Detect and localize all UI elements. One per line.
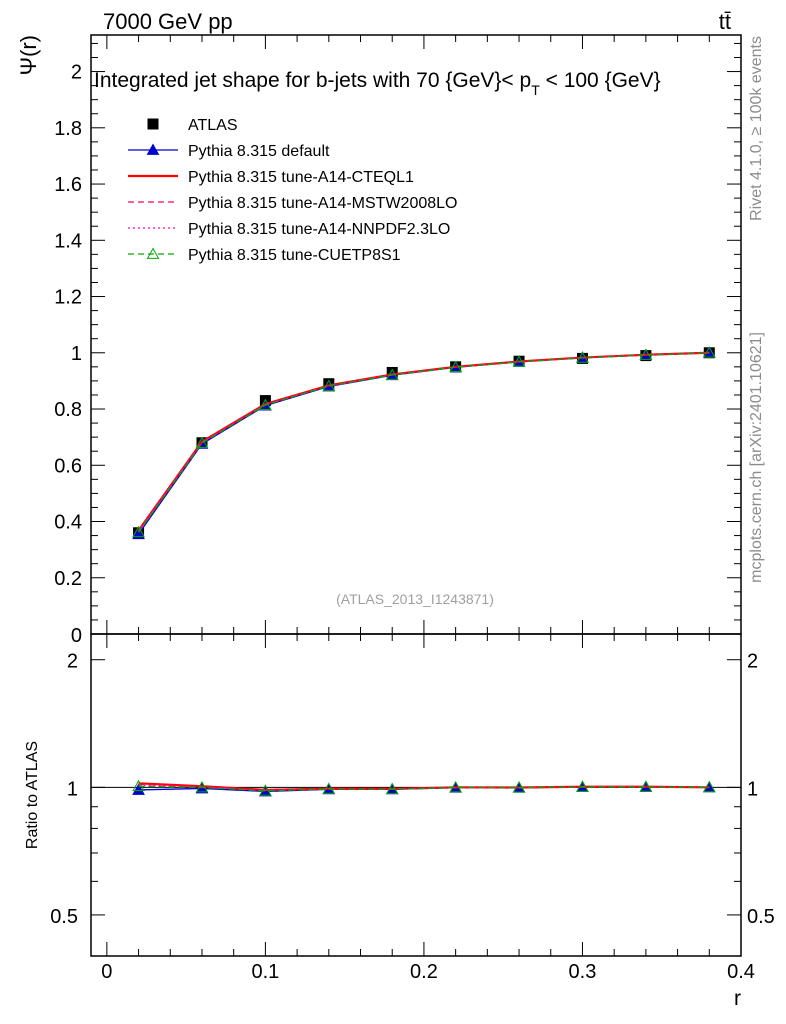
main-axis-ticks bbox=[91, 35, 742, 634]
data-point-open-triangle bbox=[132, 525, 145, 538]
process-label: tt̄ bbox=[719, 9, 731, 34]
data-point-open-triangle bbox=[702, 780, 716, 793]
series-line-pythia-8-315-tune-cuetp8s1 bbox=[138, 785, 710, 792]
y-axis-label: Ψ(r) bbox=[16, 35, 41, 75]
data-point-open-triangle bbox=[322, 379, 336, 391]
series-pythia-8-315-tune-cuetp8s1 bbox=[132, 779, 716, 796]
series-line-pythia-8-315-tune-cuetp8s1 bbox=[138, 352, 710, 533]
energy-label: 7000 GeV pp bbox=[103, 9, 233, 34]
series-line-pythia-8-315-default bbox=[138, 352, 710, 535]
legend: ATLAS Pythia 8.315 default Pythia 8.315 tu… bbox=[128, 117, 457, 264]
legend-entry: Pythia 8.315 tune-A14-NNPDF2.3LO bbox=[128, 221, 450, 238]
series-pythia-8-315-tune-a14-cteql1 bbox=[137, 351, 710, 532]
analysis-watermark: (ATLAS_2013_I1243871) bbox=[336, 591, 494, 607]
chart-title-end: < 100 {GeV} bbox=[540, 69, 661, 92]
data-point-triangle bbox=[132, 527, 145, 540]
legend-marker-open-triangle bbox=[146, 247, 160, 259]
ratio-series-group bbox=[132, 779, 716, 797]
data-point-open-triangle bbox=[322, 782, 336, 794]
data-point-open-triangle bbox=[195, 436, 209, 448]
rivet-label: Rivet 4.1.0, ≥ 100k events bbox=[748, 36, 765, 221]
main-panel: 0.2 0.4 0.6 0.8 1 1.2 1.4 1.6 1.8 2 0 Ψ(r) Integra… bbox=[16, 34, 742, 647]
data-point-open-triangle bbox=[195, 780, 209, 793]
ratio-y-tick-label: 2 bbox=[67, 651, 78, 673]
legend-marker-triangle bbox=[146, 143, 160, 155]
ratio-y-tick-label-right: 1 bbox=[747, 778, 758, 800]
legend-label: Pythia 8.315 tune-A14-CTEQL1 bbox=[188, 169, 414, 186]
x-tick-label: 0.3 bbox=[569, 961, 597, 983]
legend-entry: Pythia 8.315 tune-CUETP8S1 bbox=[128, 247, 401, 264]
main-y-tick-label: 0.8 bbox=[54, 399, 82, 421]
data-point-open-triangle bbox=[639, 348, 653, 360]
main-series-group bbox=[132, 346, 716, 540]
series-pythia-8-315-tune-a14-mstw2008lo bbox=[138, 352, 710, 532]
chart-title-subscript: T bbox=[531, 82, 540, 98]
legend-entry: Pythia 8.315 tune-A14-MSTW2008LO bbox=[128, 195, 457, 212]
main-y-tick-label: 0.4 bbox=[54, 512, 82, 534]
x-tick-label: 0 bbox=[101, 961, 112, 983]
series-line-pythia-8-315-tune-a14-nnpdf2-3lo bbox=[138, 352, 710, 533]
data-point-open-triangle bbox=[449, 360, 462, 373]
chart-title: Integrated jet shape for b-jets with 70 … bbox=[94, 69, 661, 98]
data-point-open-triangle bbox=[385, 368, 399, 380]
data-point-open-triangle bbox=[576, 351, 589, 363]
main-y-tick-label: 1 bbox=[71, 343, 82, 365]
main-y-tick-label: 1.2 bbox=[54, 287, 82, 309]
data-point-open-triangle bbox=[512, 355, 526, 367]
x-tick-label: 0.1 bbox=[251, 961, 279, 983]
data-point-open-triangle bbox=[702, 346, 716, 358]
main-y-tick-label: 0.2 bbox=[54, 568, 82, 590]
data-point-open-triangle bbox=[132, 779, 145, 792]
data-point-open-triangle bbox=[259, 784, 272, 796]
series-pythia-8-315-tune-cuetp8s1 bbox=[132, 346, 716, 538]
legend-label: Pythia 8.315 tune-CUETP8S1 bbox=[188, 247, 401, 264]
series-atlas bbox=[133, 347, 715, 539]
data-point-open-triangle bbox=[512, 781, 526, 793]
ratio-y-tick-label-right: 0.5 bbox=[747, 906, 775, 928]
main-y-tick-label: 2 bbox=[71, 62, 82, 84]
series-pythia-8-315-default bbox=[132, 346, 716, 540]
legend-label: Pythia 8.315 tune-A14-NNPDF2.3LO bbox=[188, 221, 450, 238]
data-point-open-triangle bbox=[259, 398, 272, 410]
chart-title-main: Integrated jet shape for b-jets with 70 … bbox=[94, 69, 531, 92]
data-point-open-triangle bbox=[639, 780, 653, 792]
series-pythia-8-315-tune-a14-nnpdf2-3lo bbox=[138, 352, 710, 533]
ratio-y-tick-label: 1 bbox=[67, 778, 78, 800]
main-y-tick-label: 1.8 bbox=[54, 118, 82, 140]
x-tick-label: 0.4 bbox=[727, 961, 755, 983]
ratio-panel: 0.5 0.5 1 1 2 2 0 0.1 0.2 0.3 0.4 Ratio to ATLAS r bbox=[24, 633, 775, 1010]
data-point-open-triangle bbox=[576, 780, 589, 792]
series-line-pythia-8-315-tune-a14-mstw2008lo bbox=[138, 352, 710, 532]
data-point-open-triangle bbox=[385, 782, 399, 795]
legend-label: ATLAS bbox=[188, 117, 238, 134]
ratio-tick-labels: 0.5 0.5 1 1 2 2 0 0.1 0.2 0.3 0.4 bbox=[50, 651, 775, 983]
ratio-axis-ticks bbox=[91, 634, 742, 956]
data-point-triangle bbox=[132, 783, 145, 795]
main-y-tick-label: 1.4 bbox=[54, 230, 82, 252]
ratio-frame bbox=[90, 633, 742, 957]
main-y-tick-label: 0.6 bbox=[54, 455, 82, 477]
x-tick-label: 0.2 bbox=[410, 961, 438, 983]
series-line-pythia-8-315-tune-a14-cteql1 bbox=[137, 351, 710, 532]
main-y-tick-label: 1.6 bbox=[54, 174, 82, 196]
legend-label: Pythia 8.315 default bbox=[188, 143, 330, 160]
ratio-y-tick-label-right: 2 bbox=[747, 651, 758, 673]
main-tick-labels: 0.2 0.4 0.6 0.8 1 1.2 1.4 1.6 1.8 2 0 bbox=[54, 62, 82, 647]
ratio-y-axis-label: Ratio to ATLAS bbox=[24, 741, 41, 849]
ratio-y-tick-label: 0.5 bbox=[50, 906, 78, 928]
legend-label: Pythia 8.315 tune-A14-MSTW2008LO bbox=[188, 195, 457, 212]
main-y-tick-label-zero: 0 bbox=[71, 625, 82, 647]
mcplots-label: mcplots.cern.ch [arXiv:2401.10621] bbox=[748, 332, 765, 583]
legend-entry: Pythia 8.315 tune-A14-CTEQL1 bbox=[128, 169, 414, 186]
data-point-open-triangle bbox=[449, 780, 462, 793]
x-axis-label: r bbox=[734, 987, 741, 1010]
legend-entry: ATLAS bbox=[147, 117, 238, 134]
legend-entry: Pythia 8.315 default bbox=[128, 143, 330, 160]
legend-marker-atlas bbox=[147, 118, 159, 130]
